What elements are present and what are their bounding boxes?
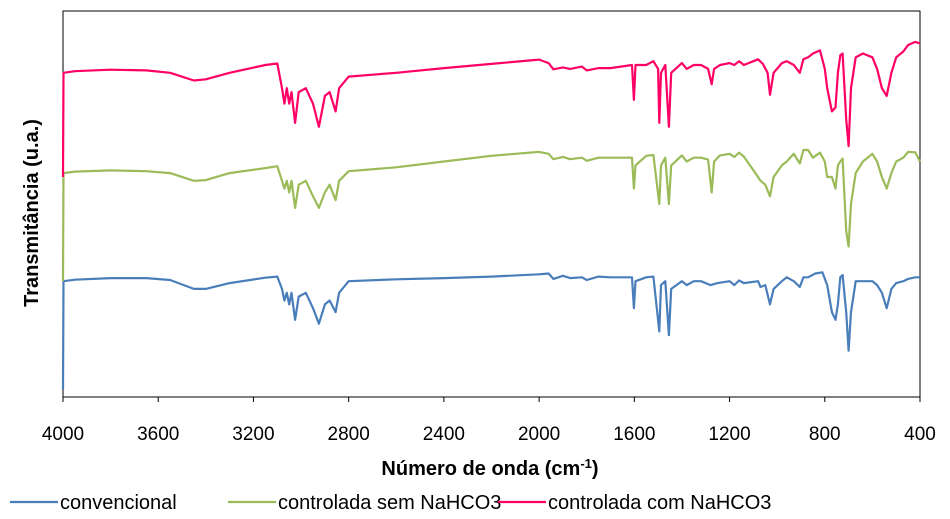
- x-tick-label: 800: [809, 424, 841, 445]
- legend-label-2: controlada sem NaHCO3: [278, 492, 501, 514]
- x-axis-title: Número de onda (cm-1): [381, 456, 598, 480]
- x-tick-label: 3200: [232, 424, 274, 445]
- plot-area: [63, 11, 920, 397]
- legend-label-1: convencional: [60, 492, 177, 514]
- x-tick-label: 4000: [42, 424, 84, 445]
- x-tick-label: 400: [904, 424, 936, 445]
- y-axis-title: Transmitância (u.a.): [21, 119, 43, 307]
- x-tick-label: 2000: [518, 424, 560, 445]
- x-tick-label: 2400: [423, 424, 465, 445]
- x-tick-label: 1600: [613, 424, 655, 445]
- x-tick-label: 2800: [328, 424, 370, 445]
- x-tick-label: 1200: [708, 424, 750, 445]
- legend-label-3: controlada com NaHCO3: [548, 492, 771, 514]
- x-tick-layer: 4000 3600 3200 2800 2400 2000 1600 1200 800 400: [42, 397, 936, 445]
- legend: convencional controlada sem NaHCO3 control…: [10, 492, 771, 514]
- x-tick-label: 3600: [137, 424, 179, 445]
